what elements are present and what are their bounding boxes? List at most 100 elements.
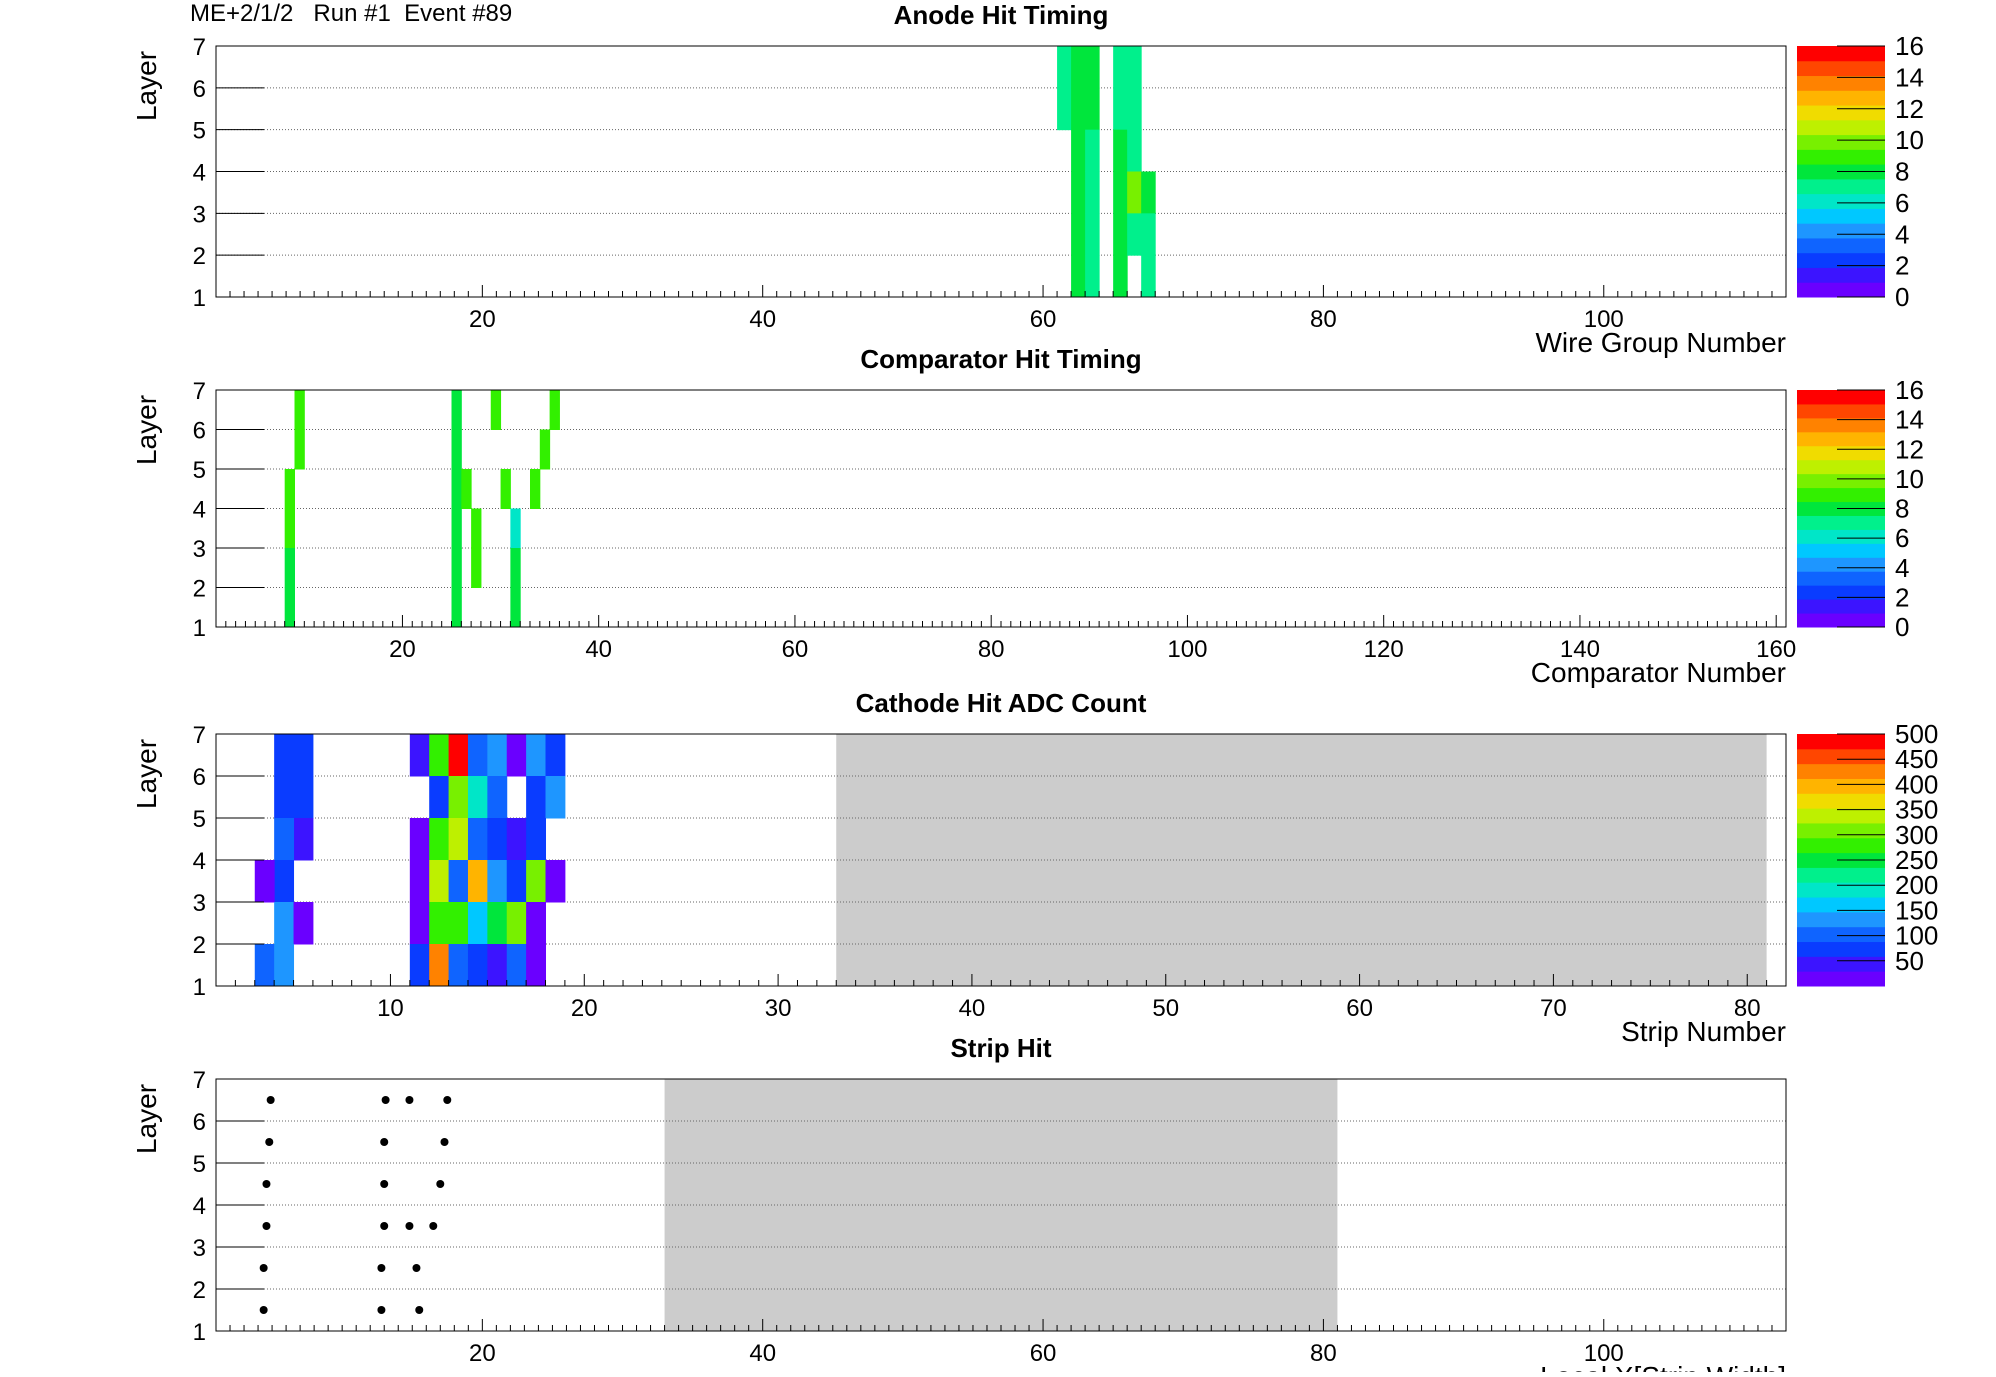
comparator-xtick-label: 60	[782, 636, 809, 663]
cathode-cell	[467, 944, 488, 987]
comparator-cell	[284, 508, 295, 549]
anode-colorbar-label: 6	[1895, 188, 1909, 218]
cathode-ytick-label: 6	[193, 764, 206, 791]
cathode-xtick-label: 80	[1734, 995, 1761, 1022]
comparator-cell	[539, 429, 551, 470]
cathode-colorbar-label: 250	[1895, 845, 1938, 875]
anode-colorbar-label: 4	[1895, 219, 1909, 249]
anode-cell	[1071, 213, 1086, 256]
strip-point	[259, 1306, 268, 1314]
strip-xtick-label: 100	[1584, 1340, 1624, 1367]
cathode-cell	[506, 944, 527, 987]
strip-point	[429, 1222, 438, 1230]
cathode-colorbar-label: 300	[1895, 820, 1938, 850]
comparator-colorbar-label: 6	[1895, 523, 1909, 553]
comparator-colorbar-segment	[1797, 390, 1885, 405]
anode-ytick-label: 7	[193, 34, 206, 61]
strip-ytick-label: 7	[193, 1067, 206, 1094]
strip-xtick-label: 80	[1310, 1340, 1337, 1367]
comparator-colorbar-label: 16	[1895, 375, 1924, 405]
cathode-colorbar-label: 500	[1895, 719, 1938, 749]
comparator-cell	[471, 508, 482, 549]
comparator-xtick-label: 140	[1560, 636, 1600, 663]
comparator-cell	[510, 587, 521, 628]
cathode-cell	[274, 902, 295, 945]
comparator-ytick-label: 4	[193, 497, 206, 524]
event-header: ME+2/1/2 Run #1 Event #89	[190, 0, 512, 28]
anode-colorbar-label: 8	[1895, 157, 1909, 187]
anode-colorbar-segment	[1797, 119, 1885, 136]
comparator-colorbar-segment	[1797, 417, 1885, 433]
comparator-cell	[294, 390, 305, 430]
strip-ytick-label: 5	[193, 1151, 206, 1178]
comparator-xtick-label: 40	[585, 636, 612, 663]
anode-colorbar-label: 2	[1895, 251, 1909, 281]
strip-point	[259, 1264, 268, 1272]
cathode-colorbar-label: 50	[1895, 946, 1924, 976]
cathode-title: Cathode Hit ADC Count	[856, 688, 1147, 718]
cathode-cell	[545, 734, 566, 777]
anode-cell	[1085, 129, 1100, 172]
comparator-cell	[510, 508, 521, 549]
cathode-cell	[448, 818, 469, 861]
anode-xtick-label: 60	[1030, 306, 1057, 333]
comparator-ytick-label: 3	[193, 536, 206, 563]
cathode-cell	[448, 860, 469, 903]
cathode-cell	[409, 818, 430, 861]
anode-cell	[1141, 255, 1156, 298]
strip-point	[380, 1180, 389, 1188]
anode-cell	[1127, 171, 1142, 214]
cathode-cell	[448, 944, 469, 987]
cathode-cell	[409, 944, 430, 987]
comparator-xtick-label: 20	[389, 636, 416, 663]
cathode-colorbar-segment	[1797, 897, 1885, 913]
anode-colorbar-label: 16	[1895, 31, 1924, 61]
strip-ytick-label: 6	[193, 1109, 206, 1136]
comparator-colorbar-label: 0	[1895, 612, 1909, 642]
anode-xtick-label: 20	[469, 306, 496, 333]
comparator-xtick-label: 100	[1167, 636, 1207, 663]
cathode-colorbar-label: 200	[1895, 870, 1938, 900]
anode-xtick-label: 100	[1584, 306, 1624, 333]
comparator-cell	[490, 390, 502, 430]
anode-xaxis-title: Wire Group Number	[1535, 327, 1786, 358]
comparator-cell	[451, 548, 462, 588]
comparator-colorbar-segment	[1797, 459, 1885, 475]
cathode-cell	[526, 818, 547, 861]
cathode-cell	[506, 818, 527, 861]
event-label: Event #89	[404, 0, 513, 27]
cathode-cell	[448, 734, 469, 777]
cathode-colorbar-label: 350	[1895, 795, 1938, 825]
comparator-cell	[284, 548, 295, 588]
comparator-xtick-label: 80	[978, 636, 1005, 663]
strip-point	[262, 1222, 271, 1230]
comparator-colorbar-label: 10	[1895, 464, 1924, 494]
anode-cell	[1071, 87, 1086, 131]
cathode-cell	[448, 902, 469, 945]
comparator-colorbar-segment	[1797, 599, 1885, 614]
strip-point	[380, 1138, 389, 1146]
cathode-cell	[409, 860, 430, 903]
anode-colorbar-segment	[1797, 60, 1885, 77]
comparator-ytick-label: 6	[193, 418, 206, 445]
comparator-colorbar-label: 8	[1895, 494, 1909, 524]
cathode-colorbar-label: 400	[1895, 769, 1938, 799]
anode-colorbar-segment	[1797, 90, 1885, 106]
comparator-colorbar-segment	[1797, 431, 1885, 447]
anode-cell	[1085, 213, 1100, 256]
comparator-cell	[294, 429, 305, 470]
comparator-title: Comparator Hit Timing	[860, 344, 1141, 374]
comparator-ytick-label: 2	[193, 576, 206, 603]
comparator-colorbar-label: 14	[1895, 405, 1924, 435]
cathode-cell	[506, 902, 527, 945]
comparator-colorbar-segment	[1797, 487, 1885, 503]
anode-ytick-label: 1	[193, 285, 206, 312]
cathode-ytick-label: 3	[193, 890, 206, 917]
cathode-cell	[448, 776, 469, 819]
cathode-colorbar-segment	[1797, 793, 1885, 809]
cathode-cell	[487, 776, 508, 819]
cathode-cell	[274, 860, 295, 903]
anode-colorbar-label: 10	[1895, 125, 1924, 155]
strip-yaxis-title: Layer	[131, 1084, 162, 1154]
